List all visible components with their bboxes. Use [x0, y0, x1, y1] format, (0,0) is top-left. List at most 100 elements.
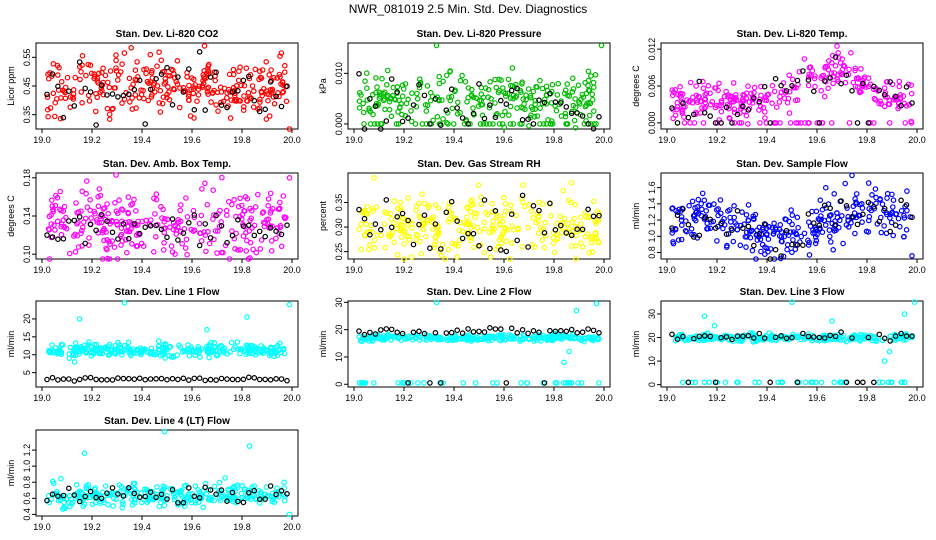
data-point [138, 240, 145, 247]
black-data-point [372, 331, 379, 337]
data-point [92, 108, 99, 115]
black-data-point [492, 208, 499, 214]
data-point [196, 220, 203, 227]
data-point [114, 221, 120, 228]
data-point [689, 100, 696, 106]
data-point [554, 380, 560, 386]
data-point [120, 501, 126, 508]
data-point [585, 68, 592, 75]
data-point [812, 234, 819, 240]
data-point [596, 380, 602, 386]
data-point [537, 77, 543, 84]
black-data-point [229, 232, 236, 239]
black-data-point [718, 120, 724, 126]
black-data-point [514, 237, 521, 244]
data-point [164, 216, 171, 223]
data-point [57, 115, 64, 122]
data-point [115, 77, 121, 83]
data-point [264, 91, 271, 97]
x-tick-label: 19.8 [545, 135, 563, 145]
y-tick-label: 1.4 [647, 198, 657, 211]
data-point [371, 121, 378, 127]
data-point [73, 200, 79, 206]
data-point [87, 62, 94, 68]
black-data-point [213, 212, 219, 219]
black-data-point [443, 330, 450, 336]
chart-title: Stan. Dev. Li-820 Temp. [737, 29, 848, 40]
data-point [585, 77, 592, 84]
data-point [537, 105, 543, 111]
black-data-point [267, 376, 274, 383]
data-point [576, 101, 583, 107]
outlier-point [81, 450, 88, 457]
black-data-point [87, 374, 94, 381]
data-point [270, 495, 277, 501]
data-point [756, 224, 763, 231]
x-tick-label: 19.4 [445, 265, 463, 275]
data-point [690, 213, 697, 219]
data-point [852, 67, 858, 74]
data-point [490, 218, 497, 225]
outlier-point [561, 359, 567, 366]
black-data-point [49, 234, 56, 240]
data-point [756, 379, 762, 386]
data-point [459, 228, 466, 235]
black-data-point [849, 335, 855, 341]
black-data-point [789, 241, 795, 248]
plot-frame [347, 42, 611, 130]
black-data-point [492, 114, 499, 121]
data-point [822, 184, 829, 191]
data-point [526, 123, 532, 129]
data-point [888, 379, 895, 386]
data-point [113, 52, 119, 58]
data-point [497, 337, 504, 344]
black-data-point [71, 492, 78, 498]
y-tick-label: 0.35 [334, 194, 344, 212]
data-point [151, 89, 158, 95]
data-point [889, 204, 896, 210]
data-point [77, 76, 83, 83]
data-point [831, 191, 838, 197]
data-point [592, 72, 599, 78]
data-point [468, 202, 475, 209]
black-data-point [870, 379, 877, 386]
data-point [184, 74, 190, 80]
y-tick-label: 1.6 [647, 181, 657, 194]
data-point [119, 61, 125, 67]
black-data-point [821, 78, 828, 84]
data-point [585, 214, 592, 221]
data-point [481, 226, 488, 232]
data-point [548, 121, 554, 127]
data-point [408, 118, 415, 125]
black-data-point [860, 379, 866, 386]
black-data-point [196, 242, 203, 249]
data-point [162, 216, 168, 222]
data-point [157, 109, 164, 115]
data-point [487, 79, 493, 85]
data-point [681, 120, 688, 126]
data-point [46, 256, 53, 262]
black-data-point [547, 90, 553, 97]
black-data-point [115, 491, 121, 497]
black-data-point [448, 86, 455, 93]
black-data-point [147, 223, 154, 229]
black-data-point [734, 111, 741, 118]
data-point [482, 85, 489, 91]
data-point [876, 379, 882, 386]
black-data-point [49, 71, 56, 77]
data-point [264, 347, 271, 354]
data-point [49, 203, 56, 209]
data-point [532, 97, 539, 104]
data-point [151, 249, 157, 255]
black-data-point [712, 379, 719, 386]
black-data-point [514, 85, 521, 92]
black-data-point [246, 374, 252, 381]
data-point [558, 230, 565, 236]
black-data-point [590, 126, 597, 132]
data-point [551, 249, 558, 256]
data-point [866, 206, 873, 212]
data-point [762, 94, 769, 101]
data-point [185, 347, 192, 353]
